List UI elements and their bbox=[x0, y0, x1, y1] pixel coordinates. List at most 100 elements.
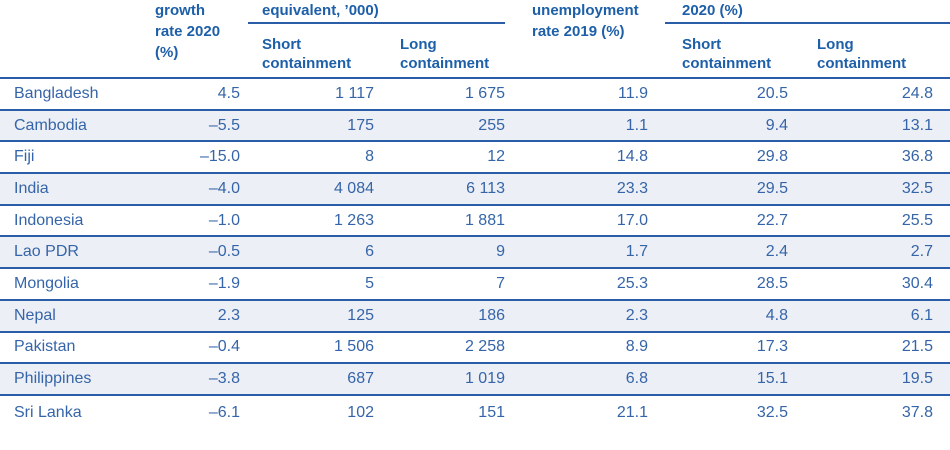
table-row: Mongolia –1.9 5 7 25.3 28.5 30.4 bbox=[0, 269, 950, 301]
value-cell: –6.1 bbox=[208, 403, 240, 421]
table-row: Philippines –3.8 687 1 019 6.8 15.1 19.5 bbox=[0, 364, 950, 396]
value-cell: 4.8 bbox=[765, 306, 788, 324]
country-cell: Pakistan bbox=[14, 338, 76, 356]
value-cell: 20.5 bbox=[756, 84, 788, 102]
value-cell: 1 881 bbox=[464, 211, 505, 229]
value-cell: –1.9 bbox=[208, 274, 240, 292]
value-cell: 28.5 bbox=[756, 274, 788, 292]
value-cell: 36.8 bbox=[901, 148, 933, 166]
value-cell: 21.5 bbox=[901, 338, 933, 356]
value-cell: 102 bbox=[347, 403, 374, 421]
value-cell: –3.8 bbox=[208, 370, 240, 388]
header-unemployment-line1: unemployment bbox=[532, 2, 639, 19]
value-cell: 30.4 bbox=[901, 274, 933, 292]
header-group2-subcolumns: Short containment Long containment bbox=[648, 35, 950, 73]
value-cell: –0.5 bbox=[208, 243, 240, 261]
country-cell: India bbox=[14, 179, 49, 197]
table-row: Cambodia –5.5 175 255 1.1 9.4 13.1 bbox=[0, 110, 950, 143]
value-cell: –1.0 bbox=[208, 211, 240, 229]
value-cell: 13.1 bbox=[901, 116, 933, 134]
value-cell: 2 258 bbox=[464, 338, 505, 356]
header-group-job-equivalent: equivalent, ’000) Short containment Long… bbox=[240, 0, 505, 77]
country-cell: Philippines bbox=[14, 370, 92, 388]
table-row: Fiji –15.0 8 12 14.8 29.8 36.8 bbox=[0, 142, 950, 175]
value-cell: 2.3 bbox=[217, 306, 240, 324]
value-cell: 24.8 bbox=[901, 84, 933, 102]
value-cell: 29.5 bbox=[756, 179, 788, 197]
value-cell: 6 113 bbox=[466, 179, 505, 197]
table-row: Indonesia –1.0 1 263 1 881 17.0 22.7 25.… bbox=[0, 206, 950, 238]
value-cell: 15.1 bbox=[756, 370, 788, 388]
country-cell: Fiji bbox=[14, 148, 35, 166]
value-cell: 12 bbox=[487, 148, 505, 166]
value-cell: 151 bbox=[478, 403, 505, 421]
header-growth-line2: rate 2020 bbox=[155, 23, 221, 40]
value-cell: 1.1 bbox=[625, 116, 648, 134]
header-country bbox=[0, 0, 150, 77]
value-cell: 186 bbox=[478, 306, 505, 324]
value-cell: 7 bbox=[496, 274, 505, 292]
value-cell: 1.7 bbox=[625, 243, 648, 261]
value-cell: 14.8 bbox=[616, 148, 648, 166]
country-cell: Lao PDR bbox=[14, 243, 79, 261]
value-cell: 6.1 bbox=[910, 306, 933, 324]
value-cell: 255 bbox=[478, 116, 505, 134]
value-cell: –5.5 bbox=[208, 116, 240, 134]
value-cell: 19.5 bbox=[901, 370, 933, 388]
value-cell: 6 bbox=[365, 243, 374, 261]
header-unemployment-line2: rate 2019 (%) bbox=[532, 23, 625, 40]
header-group1-subcolumns: Short containment Long containment bbox=[240, 35, 505, 73]
value-cell: 32.5 bbox=[756, 403, 788, 421]
value-cell: 2.7 bbox=[910, 243, 933, 261]
value-cell: 4.5 bbox=[217, 84, 240, 102]
value-cell: –15.0 bbox=[199, 148, 240, 166]
value-cell: 6.8 bbox=[625, 370, 648, 388]
header-group1-rule bbox=[248, 22, 505, 24]
value-cell: 29.8 bbox=[756, 148, 788, 166]
header-growth-rate: growth rate 2020 (%) bbox=[150, 0, 240, 77]
header-group1-long-containment: Long containment bbox=[400, 36, 490, 72]
country-cell: Bangladesh bbox=[14, 84, 99, 102]
value-cell: 1 019 bbox=[464, 370, 505, 388]
value-cell: 8 bbox=[365, 148, 374, 166]
header-group2-rule bbox=[665, 22, 950, 24]
value-cell: 687 bbox=[347, 370, 374, 388]
value-cell: 32.5 bbox=[901, 179, 933, 197]
table-header: growth rate 2020 (%) equivalent, ’000) S… bbox=[0, 0, 950, 79]
country-cell: Mongolia bbox=[14, 274, 79, 292]
value-cell: –4.0 bbox=[208, 179, 240, 197]
value-cell: 9 bbox=[496, 243, 505, 261]
country-cell: Indonesia bbox=[14, 211, 84, 229]
table-row: Nepal 2.3 125 186 2.3 4.8 6.1 bbox=[0, 300, 950, 333]
header-group-2020: 2020 (%) Short containment Long containm… bbox=[648, 0, 950, 77]
value-cell: 25.5 bbox=[901, 211, 933, 229]
value-cell: 175 bbox=[347, 116, 374, 134]
value-cell: 37.8 bbox=[901, 403, 933, 421]
value-cell: 1 675 bbox=[464, 84, 505, 102]
country-cell: Cambodia bbox=[14, 116, 87, 134]
value-cell: 9.4 bbox=[765, 116, 788, 134]
value-cell: 1 117 bbox=[335, 84, 374, 102]
table-row: Lao PDR –0.5 6 9 1.7 2.4 2.7 bbox=[0, 237, 950, 270]
value-cell: 2.4 bbox=[765, 243, 788, 261]
header-growth-line1: growth bbox=[155, 2, 205, 19]
header-unemployment: unemployment rate 2019 (%) bbox=[505, 0, 648, 77]
value-cell: –0.4 bbox=[208, 338, 240, 356]
value-cell: 8.9 bbox=[625, 338, 648, 356]
value-cell: 25.3 bbox=[616, 274, 648, 292]
value-cell: 4 084 bbox=[333, 179, 374, 197]
value-cell: 1 506 bbox=[333, 338, 374, 356]
value-cell: 22.7 bbox=[756, 211, 788, 229]
value-cell: 23.3 bbox=[616, 179, 648, 197]
header-group2-short-containment: Short containment bbox=[682, 36, 772, 72]
data-table: growth rate 2020 (%) equivalent, ’000) S… bbox=[0, 0, 950, 421]
value-cell: 17.3 bbox=[756, 338, 788, 356]
value-cell: 5 bbox=[365, 274, 374, 292]
country-cell: Sri Lanka bbox=[14, 403, 82, 421]
table-row: Bangladesh 4.5 1 117 1 675 11.9 20.5 24.… bbox=[0, 79, 950, 111]
header-group2-long-containment: Long containment bbox=[817, 36, 907, 72]
value-cell: 21.1 bbox=[616, 403, 648, 421]
header-group1-label: equivalent, ’000) bbox=[262, 2, 379, 19]
header-growth-line3: (%) bbox=[155, 44, 179, 61]
value-cell: 11.9 bbox=[618, 84, 648, 102]
